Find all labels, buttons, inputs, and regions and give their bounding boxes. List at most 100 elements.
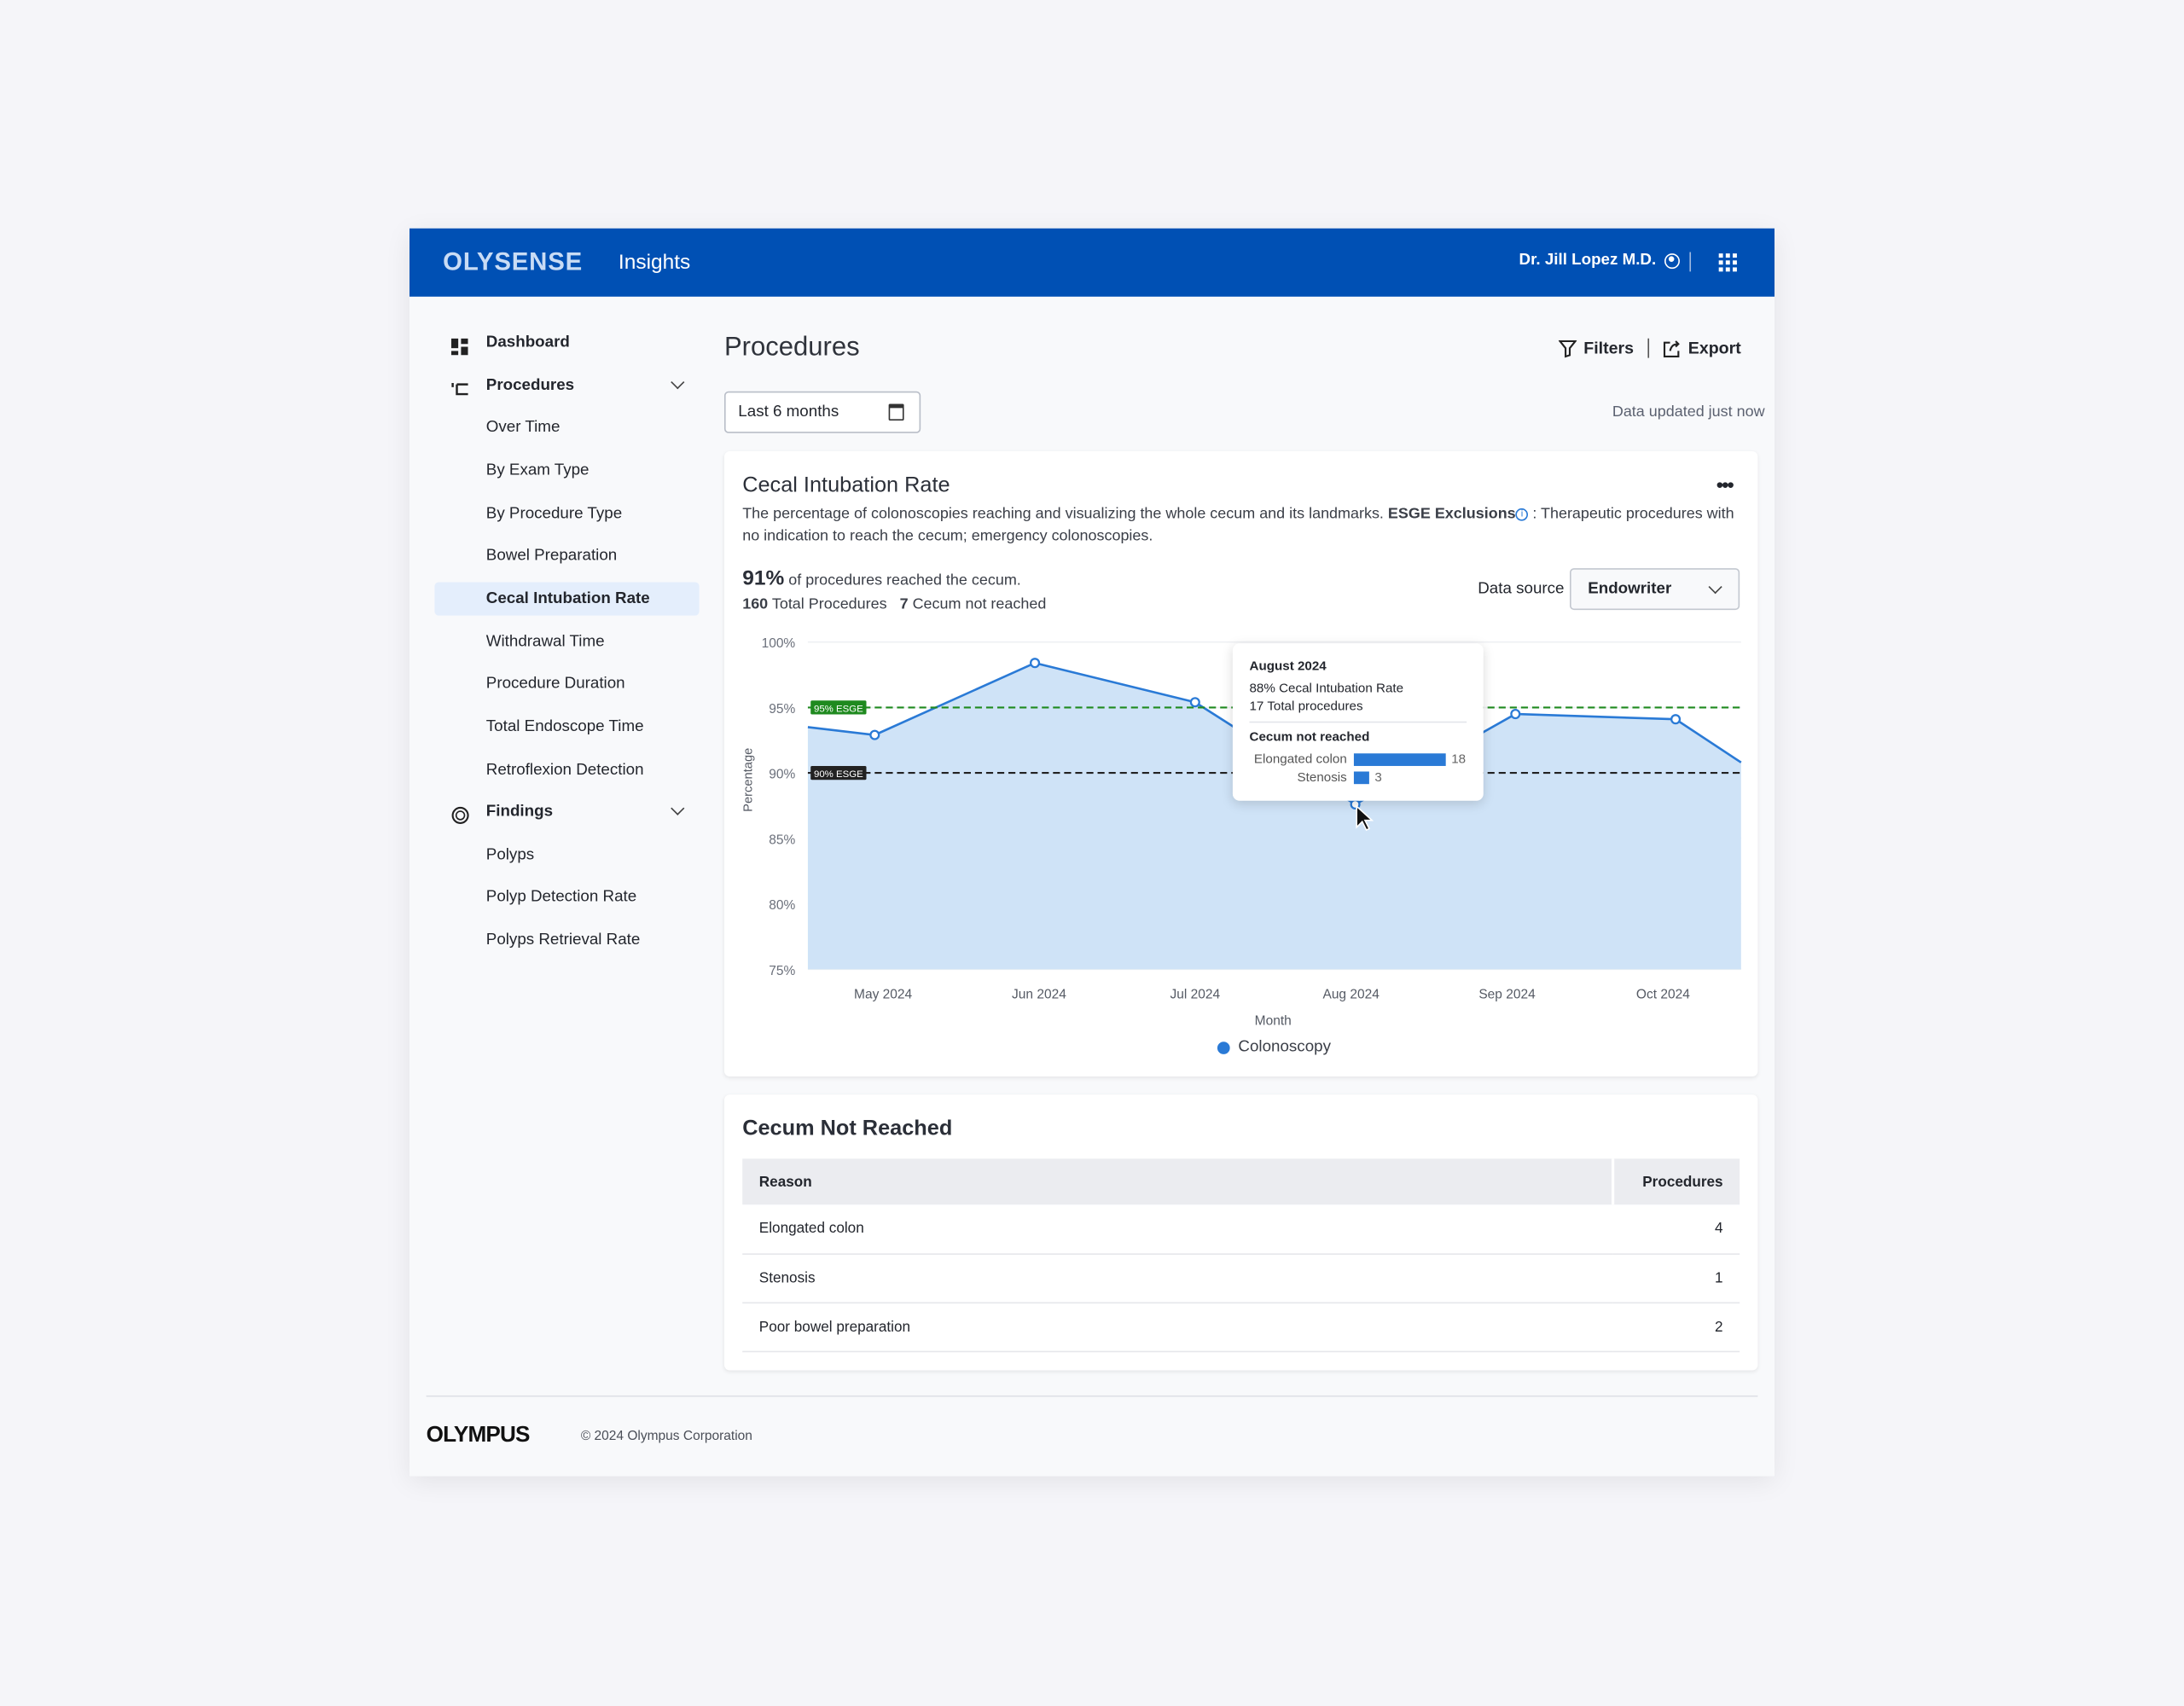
chevron-down-icon[interactable] — [671, 801, 685, 816]
export-button[interactable]: Export — [1663, 338, 1741, 358]
data-point[interactable] — [869, 729, 880, 740]
table-row[interactable]: Elongated colon 4 — [742, 1204, 1740, 1255]
olympus-logo: OLYMPUS — [426, 1423, 531, 1448]
column-header-procedures[interactable]: Procedures — [1611, 1158, 1740, 1205]
sidebar-item-label: Total Endoscope Time — [485, 718, 644, 735]
x-tick-label: Sep 2024 — [1478, 988, 1536, 1002]
sidebar-item-label: Findings — [485, 804, 554, 821]
filters-button[interactable]: Filters — [1558, 339, 1634, 358]
sidebar-item-over-time[interactable]: Over Time — [434, 411, 699, 444]
mouse-cursor-icon — [1356, 804, 1374, 832]
procedures-cell: 4 — [1612, 1204, 1740, 1255]
column-header-reason[interactable]: Reason — [742, 1158, 1613, 1205]
data-point[interactable] — [1030, 658, 1041, 669]
footer-divider — [426, 1395, 1758, 1397]
y-tick-label: 85% — [769, 833, 795, 847]
date-range-value: Last 6 months — [738, 403, 839, 421]
procedures-cell: 2 — [1612, 1302, 1740, 1352]
sidebar-item-bowel-preparation[interactable]: Bowel Preparation — [434, 539, 699, 572]
main-content: Procedures Filters Export Last 6 months … — [723, 229, 1765, 1477]
sidebar-item-procedure-duration[interactable]: Procedure Duration — [434, 667, 699, 700]
user-name: Dr. Jill Lopez M.D. — [1519, 252, 1657, 270]
sidebar-item-label: By Procedure Type — [485, 504, 623, 522]
top-bar: OLYSENSE Insights Dr. Jill Lopez M.D. — [409, 228, 1774, 297]
data-source-label: Data source — [1478, 580, 1565, 598]
reason-cell: Poor bowel preparation — [742, 1302, 1613, 1352]
sidebar-item-procedures[interactable]: Procedures — [434, 368, 699, 402]
sidebar-item-withdrawal-time[interactable]: Withdrawal Time — [434, 624, 699, 658]
cecal-intubation-card: Cecal Intubation Rate ••• The percentage… — [723, 450, 1758, 1077]
more-options-icon[interactable]: ••• — [1716, 473, 1734, 496]
data-point[interactable] — [1189, 697, 1200, 708]
reference-label: 95% ESGE — [814, 704, 863, 714]
page-title: Procedures — [723, 333, 860, 363]
card-title: Cecal Intubation Rate — [742, 473, 950, 497]
sidebar-item-label: Cecal Intubation Rate — [485, 590, 650, 607]
cecal-rate-chart: 75% 80% 85% 90% 95% 100% 95% ESGE 90% ESGE May 2… — [742, 636, 1742, 1029]
table-row[interactable]: Poor bowel preparation 2 — [742, 1302, 1740, 1352]
findings-icon — [451, 804, 469, 825]
legend-label[interactable]: Colonoscopy — [1238, 1038, 1331, 1056]
not-reached-table: Reason Procedures Elongated colon 4 Stenosi… — [742, 1158, 1740, 1352]
endoscope-icon — [451, 377, 468, 395]
kpi-rate: 91% of procedures reached the cecum. — [742, 566, 1021, 591]
data-source-select[interactable]: Endowriter — [1569, 568, 1740, 611]
card-description: The percentage of colonoscopies reaching… — [742, 505, 1734, 545]
y-tick-label: 90% — [769, 768, 795, 782]
legend-marker — [1217, 1041, 1230, 1054]
user-menu[interactable]: Dr. Jill Lopez M.D. — [1519, 252, 1680, 270]
sidebar-item-polyps-retrieval-rate[interactable]: Polyps Retrieval Rate — [434, 924, 699, 957]
reason-cell: Elongated colon — [742, 1204, 1613, 1255]
tooltip-section: Cecum not reached — [1249, 729, 1370, 744]
sidebar-item-label: Polyp Detection Rate — [485, 889, 637, 906]
sidebar-item-polyps[interactable]: Polyps — [434, 838, 699, 872]
calendar-icon — [888, 403, 904, 421]
reference-label: 90% ESGE — [814, 769, 863, 780]
sidebar-item-cecal-intubation-rate[interactable]: Cecal Intubation Rate — [434, 582, 700, 616]
cecum-not-reached-card: Cecum Not Reached Reason Procedures Elong… — [723, 1094, 1758, 1371]
table-row[interactable]: Stenosis 1 — [742, 1253, 1740, 1303]
info-icon[interactable]: i — [1515, 508, 1529, 521]
tooltip-rate: 88% Cecal Intubation Rate — [1249, 681, 1404, 695]
tooltip-total: 17 Total procedures — [1249, 699, 1363, 713]
sidebar-item-label: Retroflexion Detection — [485, 761, 644, 778]
x-tick-label: Jun 2024 — [1012, 988, 1066, 1002]
data-point[interactable] — [1510, 709, 1521, 720]
data-updated-status: Data updated just now — [1612, 403, 1765, 421]
tooltip-bar-label: Stenosis — [1297, 769, 1347, 785]
y-axis-label: Percentage — [742, 748, 756, 812]
copyright: © 2024 Olympus Corporation — [580, 1429, 752, 1445]
chevron-down-icon[interactable] — [671, 374, 685, 389]
filter-icon — [1558, 339, 1577, 357]
sidebar-item-by-exam-type[interactable]: By Exam Type — [434, 454, 699, 487]
grid-icon[interactable] — [1718, 253, 1737, 272]
brand-logo[interactable]: OLYSENSE — [443, 247, 584, 276]
x-axis-label: Month — [1255, 1014, 1292, 1029]
export-label: Export — [1687, 338, 1741, 358]
tooltip-bar-label: Elongated colon — [1253, 751, 1347, 766]
sidebar-item-total-endoscope-time[interactable]: Total Endoscope Time — [434, 710, 699, 743]
sidebar-item-dashboard[interactable]: Dashboard — [434, 326, 699, 359]
reason-cell: Stenosis — [742, 1253, 1613, 1303]
reference-label-bg — [810, 765, 867, 780]
sidebar-item-label: By Exam Type — [485, 461, 590, 479]
divider — [1647, 338, 1650, 358]
data-point[interactable] — [1670, 714, 1682, 725]
sidebar-item-findings[interactable]: Findings — [434, 795, 699, 828]
kpi-counts: 160 Total Procedures 7 Cecum not reached — [742, 595, 1047, 613]
user-circle-icon — [1664, 252, 1680, 269]
sidebar-item-label: Dashboard — [485, 334, 570, 351]
export-icon — [1663, 339, 1680, 357]
chart-legend: Colonoscopy — [1217, 1039, 1331, 1056]
sidebar-item-label: Polyps — [485, 846, 535, 863]
sidebar-item-by-procedure-type[interactable]: By Procedure Type — [434, 496, 699, 530]
area-fill — [807, 663, 1741, 970]
reference-label-bg — [810, 700, 867, 715]
sidebar-item-polyp-detection-rate[interactable]: Polyp Detection Rate — [434, 881, 699, 914]
y-tick-label: 95% — [769, 702, 795, 717]
sidebar-item-retroflexion-detection[interactable]: Retroflexion Detection — [434, 752, 699, 786]
tooltip-bar — [1353, 753, 1446, 766]
date-range-picker[interactable]: Last 6 months — [723, 391, 921, 433]
tooltip-bar — [1353, 771, 1369, 785]
sidebar-item-label: Procedure Duration — [485, 676, 625, 693]
